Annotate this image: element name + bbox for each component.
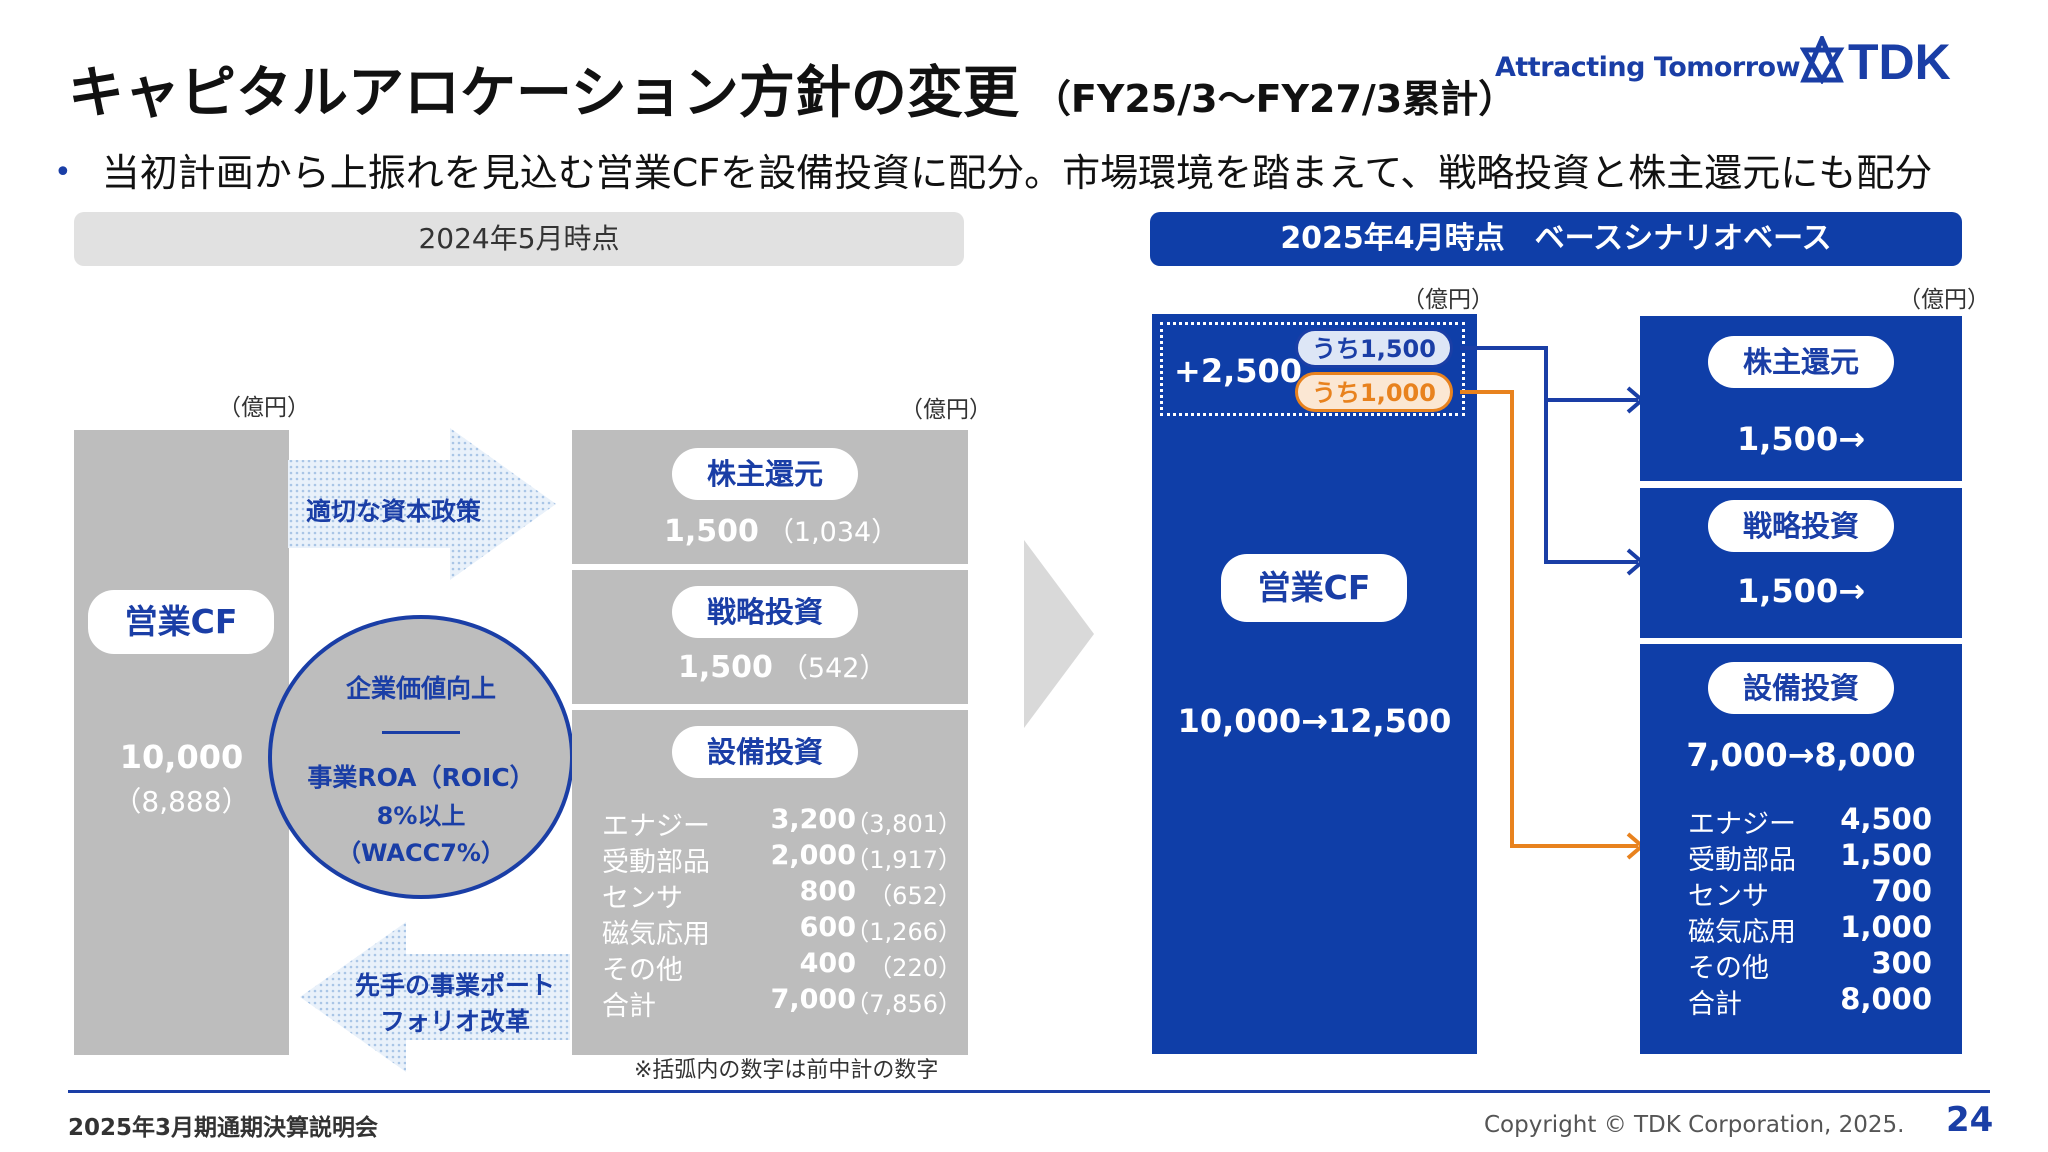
right-unit-alloc: （億円） <box>1898 287 1990 313</box>
portfolio-reform-line2: フォリオ改革 <box>379 1007 530 1036</box>
footnote: ※括弧内の数字は前中計の数字 <box>634 1058 939 1083</box>
left-cf-value: 10,000 <box>119 738 244 776</box>
left-shareholder-values: 1,500 （1,034） <box>664 510 898 549</box>
left-strategic-value: 1,500 <box>678 650 773 685</box>
portfolio-reform-label: 先手の事業ポート フォリオ改革 <box>350 966 560 1038</box>
tag-blue-1500: うち1,500 <box>1295 328 1453 368</box>
circle-line2: 事業ROA（ROIC） <box>307 763 535 792</box>
right-strategic-label: 戦略投資 <box>1708 500 1894 552</box>
increase-value: +2,500 <box>1174 352 1303 390</box>
right-capex-label: 設備投資 <box>1708 662 1894 714</box>
left-capex-label: 設備投資 <box>672 726 858 778</box>
capital-policy-label: 適切な資本政策 <box>306 497 482 526</box>
right-strategic-value: 1,500→ <box>1736 572 1866 610</box>
tdk-logo: TDK <box>1799 32 1994 90</box>
portfolio-reform-line1: 先手の事業ポート <box>354 971 555 1000</box>
left-strategic-old: （542） <box>780 653 887 684</box>
left-section-header: 2024年5月時点 <box>74 212 964 266</box>
tdk-logo-icon: TDK <box>1799 32 1951 90</box>
left-capex-box: 設備投資 エナジー 3,200 （3,801） 受動部品 2,000 （1,917） セ… <box>572 710 968 1055</box>
right-capex-value: 7,000→8,000 <box>1686 736 1916 774</box>
right-cf-column: +2,500 うち1,500 うち1,000 営業CF 10,000→12,50… <box>1152 314 1477 1054</box>
circle-line1: 企業価値向上 <box>345 674 496 703</box>
right-capex-breakdown: エナジー 4,500 受動部品 1,500 センサ 700 磁気応用 1,000 その他… <box>1688 802 1932 1020</box>
page-title: キャピタルアロケーション方針の変更 （FY25/3〜FY27/3累計） <box>68 48 1516 129</box>
bullet-dot-icon: • <box>54 155 72 190</box>
right-shareholder-box: 株主還元 1,500→ <box>1640 316 1962 481</box>
tag-orange-1000: うち1,000 <box>1295 372 1453 412</box>
right-shareholder-value: 1,500→ <box>1736 420 1866 458</box>
left-strategic-label: 戦略投資 <box>672 586 858 638</box>
right-strategic-box: 戦略投資 1,500→ <box>1640 488 1962 638</box>
right-shareholder-label: 株主還元 <box>1708 336 1894 388</box>
right-section-header: 2025年4月時点 ベースシナリオベース <box>1150 212 1962 266</box>
page-subtitle: （FY25/3〜FY27/3累計） <box>1032 77 1517 121</box>
left-cf-label: 営業CF <box>88 590 274 654</box>
left-shareholder-label: 株主還元 <box>672 448 858 500</box>
footer-copyright: Copyright © TDK Corporation, 2025. <box>1484 1112 1905 1138</box>
page-title-text: キャピタルアロケーション方針の変更 <box>68 61 1019 126</box>
left-capex-breakdown: エナジー 3,200 （3,801） 受動部品 2,000 （1,917） センサ 800… <box>602 804 962 1022</box>
page-number: 24 <box>1946 1100 1994 1140</box>
footer-divider <box>68 1090 1990 1093</box>
capital-policy-arrow <box>288 428 556 580</box>
portfolio-reform-arrow <box>300 922 570 1072</box>
enterprise-value-circle: 企業価値向上 事業ROA（ROIC） 8%以上 （WACC7%） <box>268 615 574 899</box>
circle-line4: （WACC7%） <box>337 839 505 867</box>
left-cf-column: 営業CF 10,000 （8,888） <box>74 430 289 1055</box>
allocation-connectors <box>1460 346 1646 860</box>
tagline: Attracting Tomorrow <box>1495 52 1801 83</box>
left-strategic-values: 1,500 （542） <box>678 646 886 685</box>
circle-divider <box>382 731 460 734</box>
left-shareholder-old: （1,034） <box>766 517 899 548</box>
left-unit-cf: （億円） <box>218 395 310 421</box>
left-unit-alloc: （億円） <box>900 397 992 423</box>
left-cf-old: （8,888） <box>113 785 250 818</box>
right-capex-box: 設備投資 7,000→8,000 エナジー 4,500 受動部品 1,500 センサ… <box>1640 644 1962 1054</box>
left-strategic-box: 戦略投資 1,500 （542） <box>572 570 968 704</box>
right-cf-value: 10,000→12,500 <box>1177 702 1452 740</box>
right-cf-label: 営業CF <box>1221 554 1407 622</box>
footer-event: 2025年3月期通期決算説明会 <box>68 1115 379 1141</box>
increase-box <box>1160 322 1465 416</box>
left-shareholder-value: 1,500 <box>664 514 759 549</box>
right-unit-cf: （億円） <box>1402 287 1494 313</box>
summary-bullet: • 当初計画から上振れを見込む営業CFを設備投資に配分。市場環境を踏まえて、戦略投… <box>54 142 1932 197</box>
logo-text: TDK <box>1848 36 1951 84</box>
circle-line3: 8%以上 <box>376 802 466 830</box>
chevron-right-icon <box>1024 540 1094 728</box>
bullet-text: 当初計画から上振れを見込む営業CFを設備投資に配分。市場環境を踏まえて、戦略投資… <box>101 151 1933 195</box>
left-shareholder-box: 株主還元 1,500 （1,034） <box>572 430 968 564</box>
